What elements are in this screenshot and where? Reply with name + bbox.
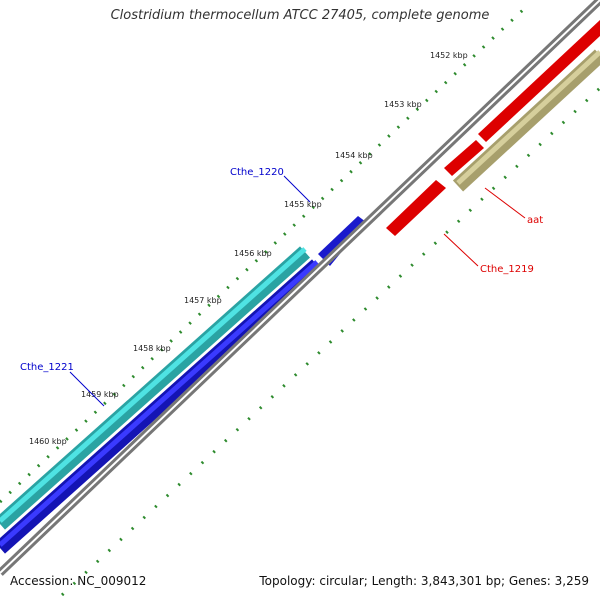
- gene-label-aat[interactable]: aat: [527, 215, 543, 226]
- feature-aat[interactable]: [452, 49, 600, 192]
- tick-label: 1454 kbp: [335, 151, 373, 160]
- gene-label-cthe-1219[interactable]: Cthe_1219: [480, 264, 534, 275]
- leader-cthe-1221: [69, 371, 105, 407]
- accession-label: Accession: NC_009012: [10, 574, 147, 588]
- feature-red-3[interactable]: [478, 20, 600, 142]
- tick-labels: 1452 kbp 1453 kbp 1454 kbp 1455 kbp 1456 kbp…: [29, 51, 468, 446]
- gc-dots-inner: [60, 86, 600, 597]
- tick-label: 1456 kbp: [234, 249, 272, 258]
- feature-red-1[interactable]: [386, 180, 446, 236]
- gene-label-cthe-1221[interactable]: Cthe_1221: [20, 362, 74, 373]
- genome-stats: Topology: circular; Length: 3,843,301 bp…: [259, 574, 589, 588]
- feature-red-2[interactable]: [444, 140, 484, 176]
- gene-label-cthe-1220[interactable]: Cthe_1220: [230, 167, 284, 178]
- tick-label: 1459 kbp: [81, 390, 119, 399]
- map-title: Clostridium thermocellum ATCC 27405, com…: [110, 8, 490, 23]
- leader-cthe-1220: [283, 175, 311, 203]
- leader-aat: [484, 187, 526, 219]
- feature-cthe-1221[interactable]: [0, 259, 322, 554]
- leader-cthe-1219: [443, 233, 479, 267]
- tick-label: 1460 kbp: [29, 437, 67, 446]
- genome-backbone-core: [0, 0, 600, 573]
- feature-cyan-rna[interactable]: [0, 246, 310, 530]
- tick-label: 1457 kbp: [184, 296, 222, 305]
- tick-label: 1453 kbp: [384, 100, 422, 109]
- tick-label: 1452 kbp: [430, 51, 468, 60]
- tick-label: 1458 kbp: [133, 344, 171, 353]
- tick-label: 1455 kbp: [284, 200, 322, 209]
